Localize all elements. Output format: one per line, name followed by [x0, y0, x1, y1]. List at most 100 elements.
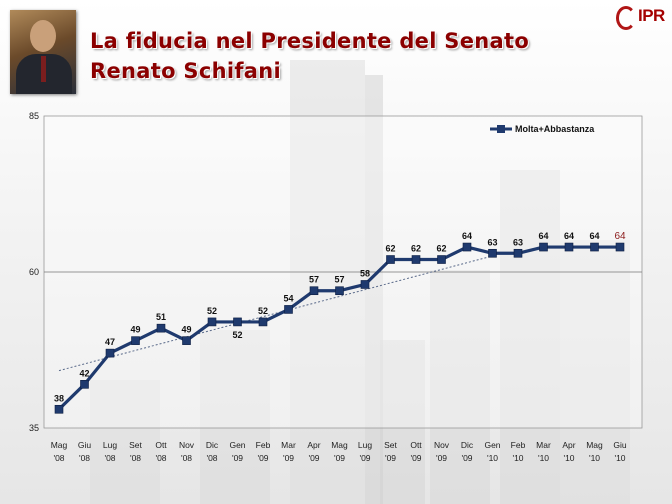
logo-arc-icon	[616, 6, 636, 30]
x-tick-label-year: '09	[334, 453, 345, 463]
x-tick-label-year: '08	[53, 453, 64, 463]
data-label: 64	[538, 231, 548, 241]
data-label: 54	[283, 293, 293, 303]
x-tick-label-year: '08	[181, 453, 192, 463]
x-tick-label-year: '10	[487, 453, 498, 463]
data-point-marker	[182, 336, 191, 345]
data-label: 52	[232, 330, 242, 340]
title-line-2: Renato Schifani	[90, 59, 281, 83]
x-tick-label-year: '09	[436, 453, 447, 463]
data-point-marker	[564, 242, 574, 252]
legend-label: Molta+Abbastanza	[515, 124, 595, 134]
x-tick-label-month: Lug	[103, 440, 117, 450]
x-tick-label-month: Giu	[78, 440, 92, 450]
data-label: 62	[411, 244, 421, 254]
data-label: 42	[79, 368, 89, 378]
data-label: 51	[156, 312, 166, 322]
data-label: 64	[462, 231, 472, 241]
data-label: 47	[105, 337, 115, 347]
data-label: 57	[309, 275, 319, 285]
x-tick-label-year: '08	[130, 453, 141, 463]
x-tick-label-month: Nov	[179, 440, 195, 450]
data-point-marker	[105, 348, 115, 358]
data-point-marker	[258, 317, 268, 327]
data-label: 52	[207, 306, 217, 316]
x-tick-label-year: '09	[257, 453, 268, 463]
y-axis-ticks: 35 60 85	[29, 111, 39, 433]
data-label: 62	[385, 244, 395, 254]
data-label: 52	[258, 306, 268, 316]
x-tick-label-year: '08	[104, 453, 115, 463]
x-tick-label-month: Ott	[155, 440, 167, 450]
x-tick-label-month: Mar	[281, 440, 296, 450]
y-tick-label: 60	[29, 267, 39, 277]
y-tick-label: 85	[29, 111, 39, 121]
data-point-marker	[207, 317, 217, 327]
x-tick-label-year: '09	[461, 453, 472, 463]
x-tick-label-month: Feb	[256, 440, 271, 450]
data-point-marker	[233, 317, 242, 327]
data-label: 49	[181, 325, 191, 335]
x-tick-label-month: Giu	[613, 440, 627, 450]
senator-portrait	[10, 10, 76, 94]
data-point-marker	[513, 248, 523, 258]
data-point-marker	[590, 242, 599, 252]
data-point-marker	[335, 286, 344, 296]
x-tick-label-month: Set	[129, 440, 142, 450]
data-label: 57	[334, 275, 344, 285]
x-tick-label-month: Apr	[307, 440, 320, 450]
trendline	[58, 255, 493, 372]
data-point-marker	[360, 280, 370, 289]
x-tick-label-month: Gen	[229, 440, 245, 450]
x-tick-label-year: '08	[79, 453, 90, 463]
logo-text: IPR	[638, 6, 665, 25]
data-label: 38	[54, 393, 64, 403]
x-tick-label-year: '10	[538, 453, 549, 463]
x-tick-label-month: Dic	[461, 440, 474, 450]
data-point-marker	[488, 248, 497, 258]
data-label: 64	[614, 231, 626, 242]
page-title: La fiducia nel Presidente del Senato Ren…	[90, 26, 529, 86]
trendline-layer	[58, 255, 493, 372]
portrait-tie	[41, 56, 46, 82]
x-tick-label-year: '09	[308, 453, 319, 463]
x-tick-label-year: '09	[410, 453, 421, 463]
x-tick-label-month: Feb	[511, 440, 526, 450]
data-point-marker	[437, 255, 446, 264]
x-tick-label-month: Set	[384, 440, 397, 450]
x-tick-label-year: '10	[589, 453, 600, 463]
x-tick-label-year: '10	[614, 453, 625, 463]
data-point-marker	[54, 404, 64, 414]
data-point-marker	[411, 255, 421, 264]
x-tick-label-year: '10	[512, 453, 523, 463]
x-tick-label-year: '09	[283, 453, 294, 463]
data-label: 64	[564, 231, 574, 241]
data-point-marker	[615, 242, 625, 252]
x-tick-label-year: '08	[155, 453, 166, 463]
x-tick-label-month: Gen	[484, 440, 500, 450]
x-tick-label-year: '09	[385, 453, 396, 463]
data-label: 63	[487, 237, 497, 247]
y-tick-label: 35	[29, 423, 39, 433]
data-point-marker	[462, 242, 472, 252]
x-axis-ticks: Mag '08 Giu '08 Lug '08 Set '08 Ott '08 Nov '08 Dic '…	[51, 440, 627, 463]
data-label: 49	[130, 325, 140, 335]
series-layer	[54, 242, 625, 414]
data-point-marker	[539, 242, 548, 252]
x-tick-label-year: '09	[232, 453, 243, 463]
x-tick-label-month: Mag	[586, 440, 603, 450]
ipr-logo: IPR	[612, 4, 668, 34]
data-label: 58	[360, 268, 370, 278]
data-label: 63	[513, 237, 523, 247]
data-point-marker	[156, 323, 166, 333]
x-tick-label-month: Lug	[358, 440, 372, 450]
x-tick-label-month: Nov	[434, 440, 450, 450]
x-tick-label-month: Mag	[331, 440, 348, 450]
x-tick-label-year: '08	[206, 453, 217, 463]
data-point-marker	[386, 255, 395, 264]
x-tick-label-month: Dic	[206, 440, 219, 450]
data-point-marker	[284, 305, 293, 314]
x-tick-label-year: '09	[359, 453, 370, 463]
